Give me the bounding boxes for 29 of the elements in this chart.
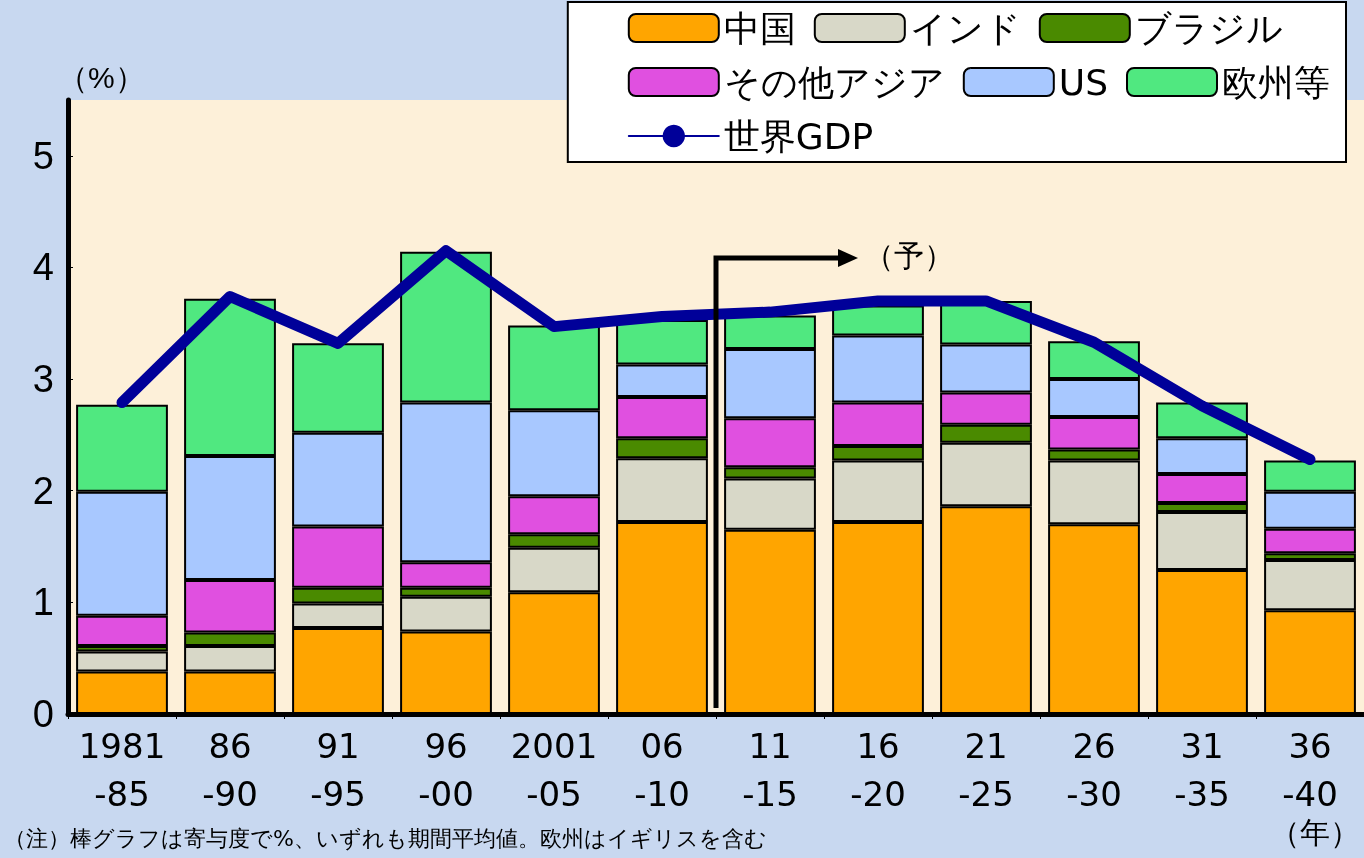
- x-tick-label: 31 -35: [1174, 726, 1230, 814]
- y-tick-label: 4: [32, 246, 54, 289]
- legend-label: US: [1058, 61, 1108, 103]
- x-tick-label: 1981 -85: [78, 726, 166, 814]
- y-tick-label: 5: [32, 134, 54, 177]
- x-tick-label: 86 -90: [202, 726, 258, 814]
- annotation: （予）: [864, 237, 954, 275]
- legend-label: 中国: [723, 7, 796, 49]
- x-tick-label: 11 -15: [742, 726, 798, 814]
- text: （注）棒グラフは寄与度で%、いずれも期間平均値。欧州はイギリスを含む: [4, 825, 767, 853]
- y-tick-label: 1: [32, 581, 54, 624]
- y-tick-label: 0: [32, 693, 54, 735]
- legend-label: その他アジア: [723, 61, 945, 103]
- y-axis-title: （%）: [58, 60, 145, 94]
- x-axis-title: （年）: [1270, 814, 1360, 852]
- x-tick-label: 96 -00: [418, 726, 474, 814]
- x-tick-label: 16 -20: [850, 726, 906, 814]
- x-tick-label: 21 -25: [958, 726, 1014, 814]
- x-tick-label: 06 -10: [634, 726, 690, 814]
- legend-label: 欧州等: [1222, 61, 1330, 103]
- y-tick-label: 2: [32, 469, 54, 512]
- legend-label: インド: [909, 7, 1021, 49]
- y-tick-label: 3: [32, 358, 54, 401]
- x-tick-label: 36 -40: [1282, 726, 1338, 814]
- legend-label: 世界GDP: [723, 115, 874, 157]
- legend-label: ブラジル: [1134, 7, 1283, 49]
- x-tick-label: 2001 -05: [510, 726, 598, 814]
- x-tick-label: 26 -30: [1066, 726, 1122, 814]
- x-tick-label: 91 -95: [310, 726, 366, 814]
